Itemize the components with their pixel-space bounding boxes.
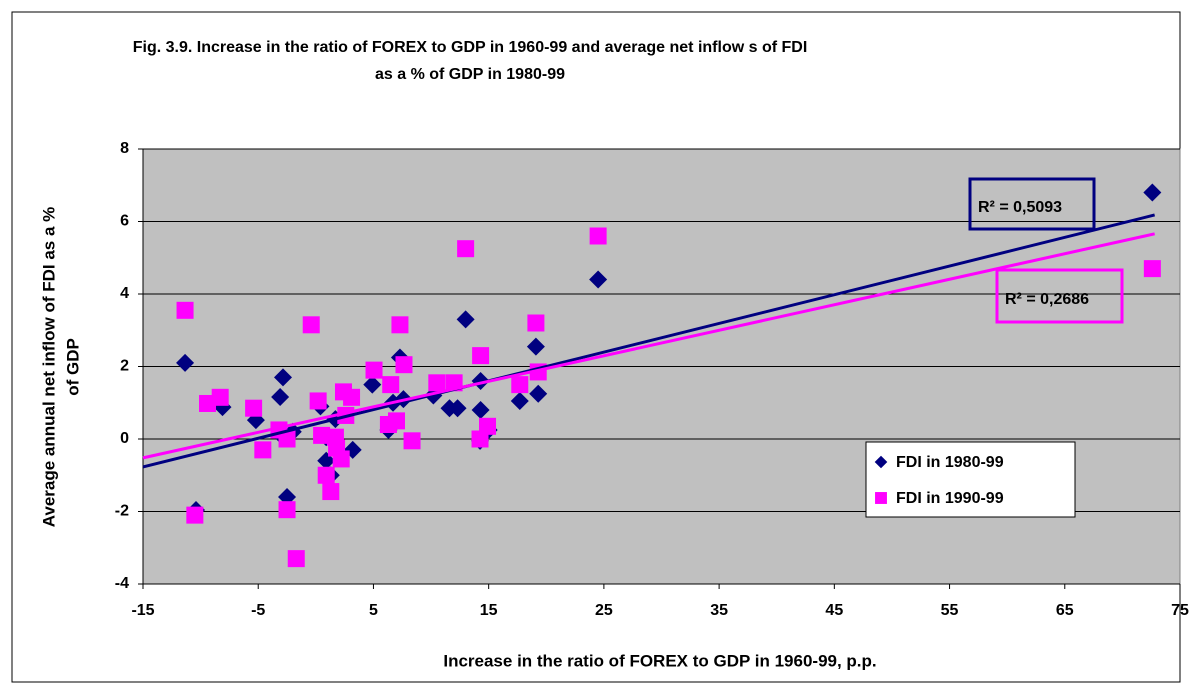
point	[332, 450, 350, 468]
legend-marker	[874, 455, 888, 469]
legend-label: FDI in 1990-99	[896, 490, 1004, 507]
point	[529, 384, 548, 403]
x-tick-label: 55	[941, 602, 959, 619]
x-axis-title: Increase in the ratio of FOREX to GDP in…	[443, 651, 876, 670]
x-tick-label: 65	[1056, 602, 1074, 619]
x-tick-label: 35	[710, 602, 728, 619]
chart-title: Fig. 3.9. Increase in the ratio of FOREX…	[133, 39, 808, 56]
point	[526, 337, 545, 356]
point	[448, 399, 467, 418]
trend-line	[142, 232, 1155, 460]
trend-line	[142, 213, 1156, 469]
y-tick-label: -2	[115, 503, 129, 520]
point	[387, 412, 405, 430]
point	[278, 501, 296, 519]
x-tick-label: -5	[251, 602, 265, 619]
x-tick-label: -15	[131, 602, 154, 619]
y-axis-title: Average annual net inflow of FDI as a % …	[39, 207, 82, 528]
point	[510, 391, 529, 410]
point	[391, 316, 409, 334]
point	[309, 392, 327, 410]
point	[302, 316, 320, 334]
y-tick-label: 8	[120, 140, 129, 157]
point	[343, 388, 361, 406]
point	[479, 417, 497, 435]
point	[471, 401, 490, 419]
x-tick-label: 5	[369, 602, 378, 619]
point	[395, 356, 413, 374]
point	[245, 399, 263, 417]
point	[278, 430, 296, 448]
y-tick-label: -4	[115, 575, 129, 592]
y-axis-title-line: Average annual net inflow of FDI as a %	[39, 207, 58, 528]
point	[428, 374, 446, 392]
legend	[865, 441, 1076, 518]
point	[527, 314, 545, 332]
point	[1143, 183, 1162, 202]
point	[176, 353, 195, 372]
point	[287, 550, 305, 568]
point	[1143, 260, 1161, 278]
r2-box	[968, 177, 1096, 231]
point	[403, 432, 421, 450]
point	[589, 227, 607, 245]
x-tick-label: 75	[1171, 602, 1189, 619]
r2-label: R² = 0,5093	[978, 199, 1062, 216]
point	[382, 376, 400, 394]
x-tick-label: 15	[480, 602, 498, 619]
point	[457, 240, 475, 258]
y-tick-label: 4	[120, 285, 129, 302]
r2-label: R² = 0,2686	[1005, 291, 1089, 308]
point	[176, 301, 194, 319]
point	[211, 388, 229, 406]
point	[273, 368, 292, 387]
point	[317, 466, 335, 484]
point	[186, 506, 204, 524]
point	[313, 426, 331, 444]
point	[322, 483, 340, 501]
r2-box	[995, 268, 1124, 324]
y-axis-title-line: of GDP	[63, 338, 82, 396]
y-tick-label: 2	[120, 358, 129, 375]
point	[511, 376, 529, 394]
x-tick-label: 25	[595, 602, 613, 619]
point	[589, 270, 608, 289]
y-tick-label: 6	[120, 213, 129, 230]
point	[456, 310, 475, 329]
point	[472, 347, 490, 365]
point	[254, 441, 272, 459]
point	[271, 387, 290, 406]
x-tick-label: 45	[825, 602, 843, 619]
legend-marker	[875, 492, 887, 504]
chart-title: as a % of GDP in 1980-99	[375, 66, 565, 83]
y-tick-label: 0	[120, 430, 129, 447]
legend-label: FDI in 1980-99	[896, 454, 1004, 471]
point	[365, 361, 383, 379]
point	[363, 375, 382, 394]
